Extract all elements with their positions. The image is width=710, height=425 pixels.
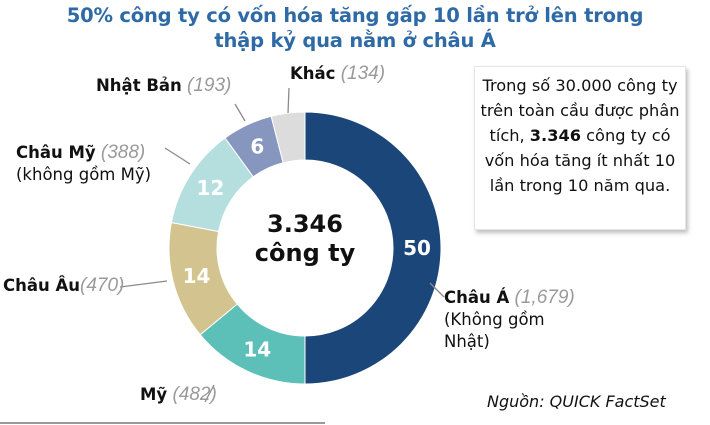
- segment-labels: 50 14 14 12 6: [183, 135, 431, 362]
- center-total: 3.346: [267, 210, 343, 238]
- bottom-divider: [0, 422, 325, 424]
- annotation-callout: Trong số 30.000 công ty trên toàn cầu đư…: [474, 66, 686, 230]
- segment-value-label: 12: [197, 176, 225, 200]
- segment-value-label: 14: [183, 264, 211, 288]
- label-nhat-ban: Nhật Bản (193): [96, 75, 232, 96]
- center-unit: công ty: [254, 239, 356, 267]
- chart-title-line2: thập kỷ qua nằm ở châu Á: [214, 29, 496, 52]
- label-chau-a: Châu Á (1,679) (Không gồm Nhật): [444, 287, 575, 351]
- label-chau-my: Châu Mỹ (388) (không gồm Mỹ): [16, 142, 152, 184]
- leader-lines: [119, 87, 445, 403]
- chart-title-line1: 50% công ty có vốn hóa tăng gấp 10 lần t…: [66, 4, 644, 27]
- segment-value-label: 14: [243, 337, 271, 361]
- source-note: Nguồn: QUICK FactSet: [487, 392, 666, 411]
- donut-center-label: 3.346 công ty: [215, 210, 395, 268]
- segment-value-label: 50: [403, 236, 431, 260]
- chart-title: 50% công ty có vốn hóa tăng gấp 10 lần t…: [0, 3, 710, 53]
- label-my: Mỹ (482): [140, 384, 217, 405]
- donut-segment: [304, 111, 442, 385]
- label-chau-au: Châu Âu(470): [3, 275, 125, 296]
- label-khac: Khác (134): [290, 63, 386, 84]
- donut-segment: [270, 111, 306, 164]
- donut-segments: [168, 111, 442, 385]
- segment-value-label: 6: [250, 135, 264, 159]
